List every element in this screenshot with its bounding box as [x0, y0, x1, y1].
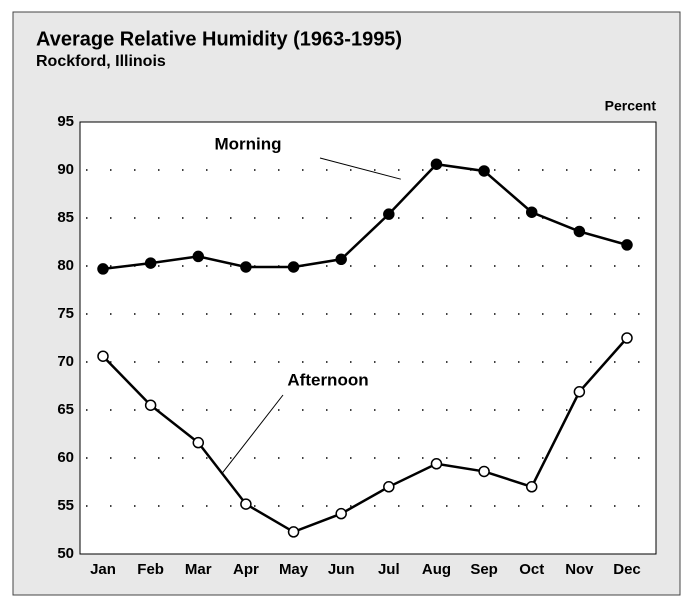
x-tick-label: Mar [185, 561, 212, 578]
data-point [240, 261, 252, 273]
data-point [144, 399, 157, 411]
x-tick-label: Sep [470, 561, 498, 578]
y-axis-label: Percent [605, 98, 657, 114]
leader-line [319, 157, 401, 180]
x-tick-label: Feb [137, 561, 164, 578]
data-point [573, 225, 586, 238]
data-point [621, 332, 633, 344]
y-tick-label: 75 [57, 305, 74, 322]
data-point [478, 165, 490, 177]
series-label: Morning [214, 134, 281, 153]
chart-title: Average Relative Humidity (1963-1995) [36, 28, 402, 50]
y-tick-label: 85 [57, 209, 74, 226]
x-tick-label: Oct [519, 561, 544, 578]
data-point [383, 208, 395, 220]
data-point [192, 250, 205, 263]
x-tick-label: Dec [613, 561, 641, 578]
data-point [525, 206, 538, 218]
y-tick-label: 80 [57, 257, 74, 274]
x-tick-label: May [279, 561, 309, 578]
x-tick-label: Nov [565, 561, 594, 578]
y-tick-label: 65 [57, 401, 74, 418]
data-point [525, 481, 538, 493]
x-tick-label: Apr [233, 561, 259, 578]
data-point [383, 481, 395, 493]
y-tick-label: 55 [57, 497, 74, 514]
data-point [335, 253, 347, 266]
chart-subtitle: Rockford, Illinois [36, 53, 166, 70]
data-point [97, 263, 109, 275]
series-label: Afternoon [287, 370, 368, 389]
data-point [97, 350, 109, 362]
y-tick-label: 60 [57, 449, 74, 466]
series-line [102, 162, 628, 271]
data-point [192, 436, 205, 449]
data-point [240, 498, 252, 510]
data-point [287, 261, 300, 273]
data-point [430, 158, 443, 170]
x-tick-label: Jul [378, 561, 400, 578]
x-tick-label: Jan [90, 561, 116, 578]
x-tick-label: Jun [328, 561, 355, 578]
y-tick-label: 90 [57, 161, 74, 178]
data-point [430, 458, 443, 470]
x-tick-label: Aug [422, 561, 451, 578]
leader-line [221, 394, 284, 474]
y-tick-label: 50 [57, 545, 74, 562]
series-line [102, 337, 628, 534]
y-tick-label: 95 [57, 113, 74, 130]
data-point [621, 239, 633, 251]
plot-area [79, 121, 657, 555]
data-point [573, 386, 586, 398]
data-point [144, 257, 157, 269]
data-point [287, 526, 300, 538]
y-tick-label: 70 [57, 353, 74, 370]
data-point [335, 507, 347, 520]
data-point [478, 465, 490, 478]
